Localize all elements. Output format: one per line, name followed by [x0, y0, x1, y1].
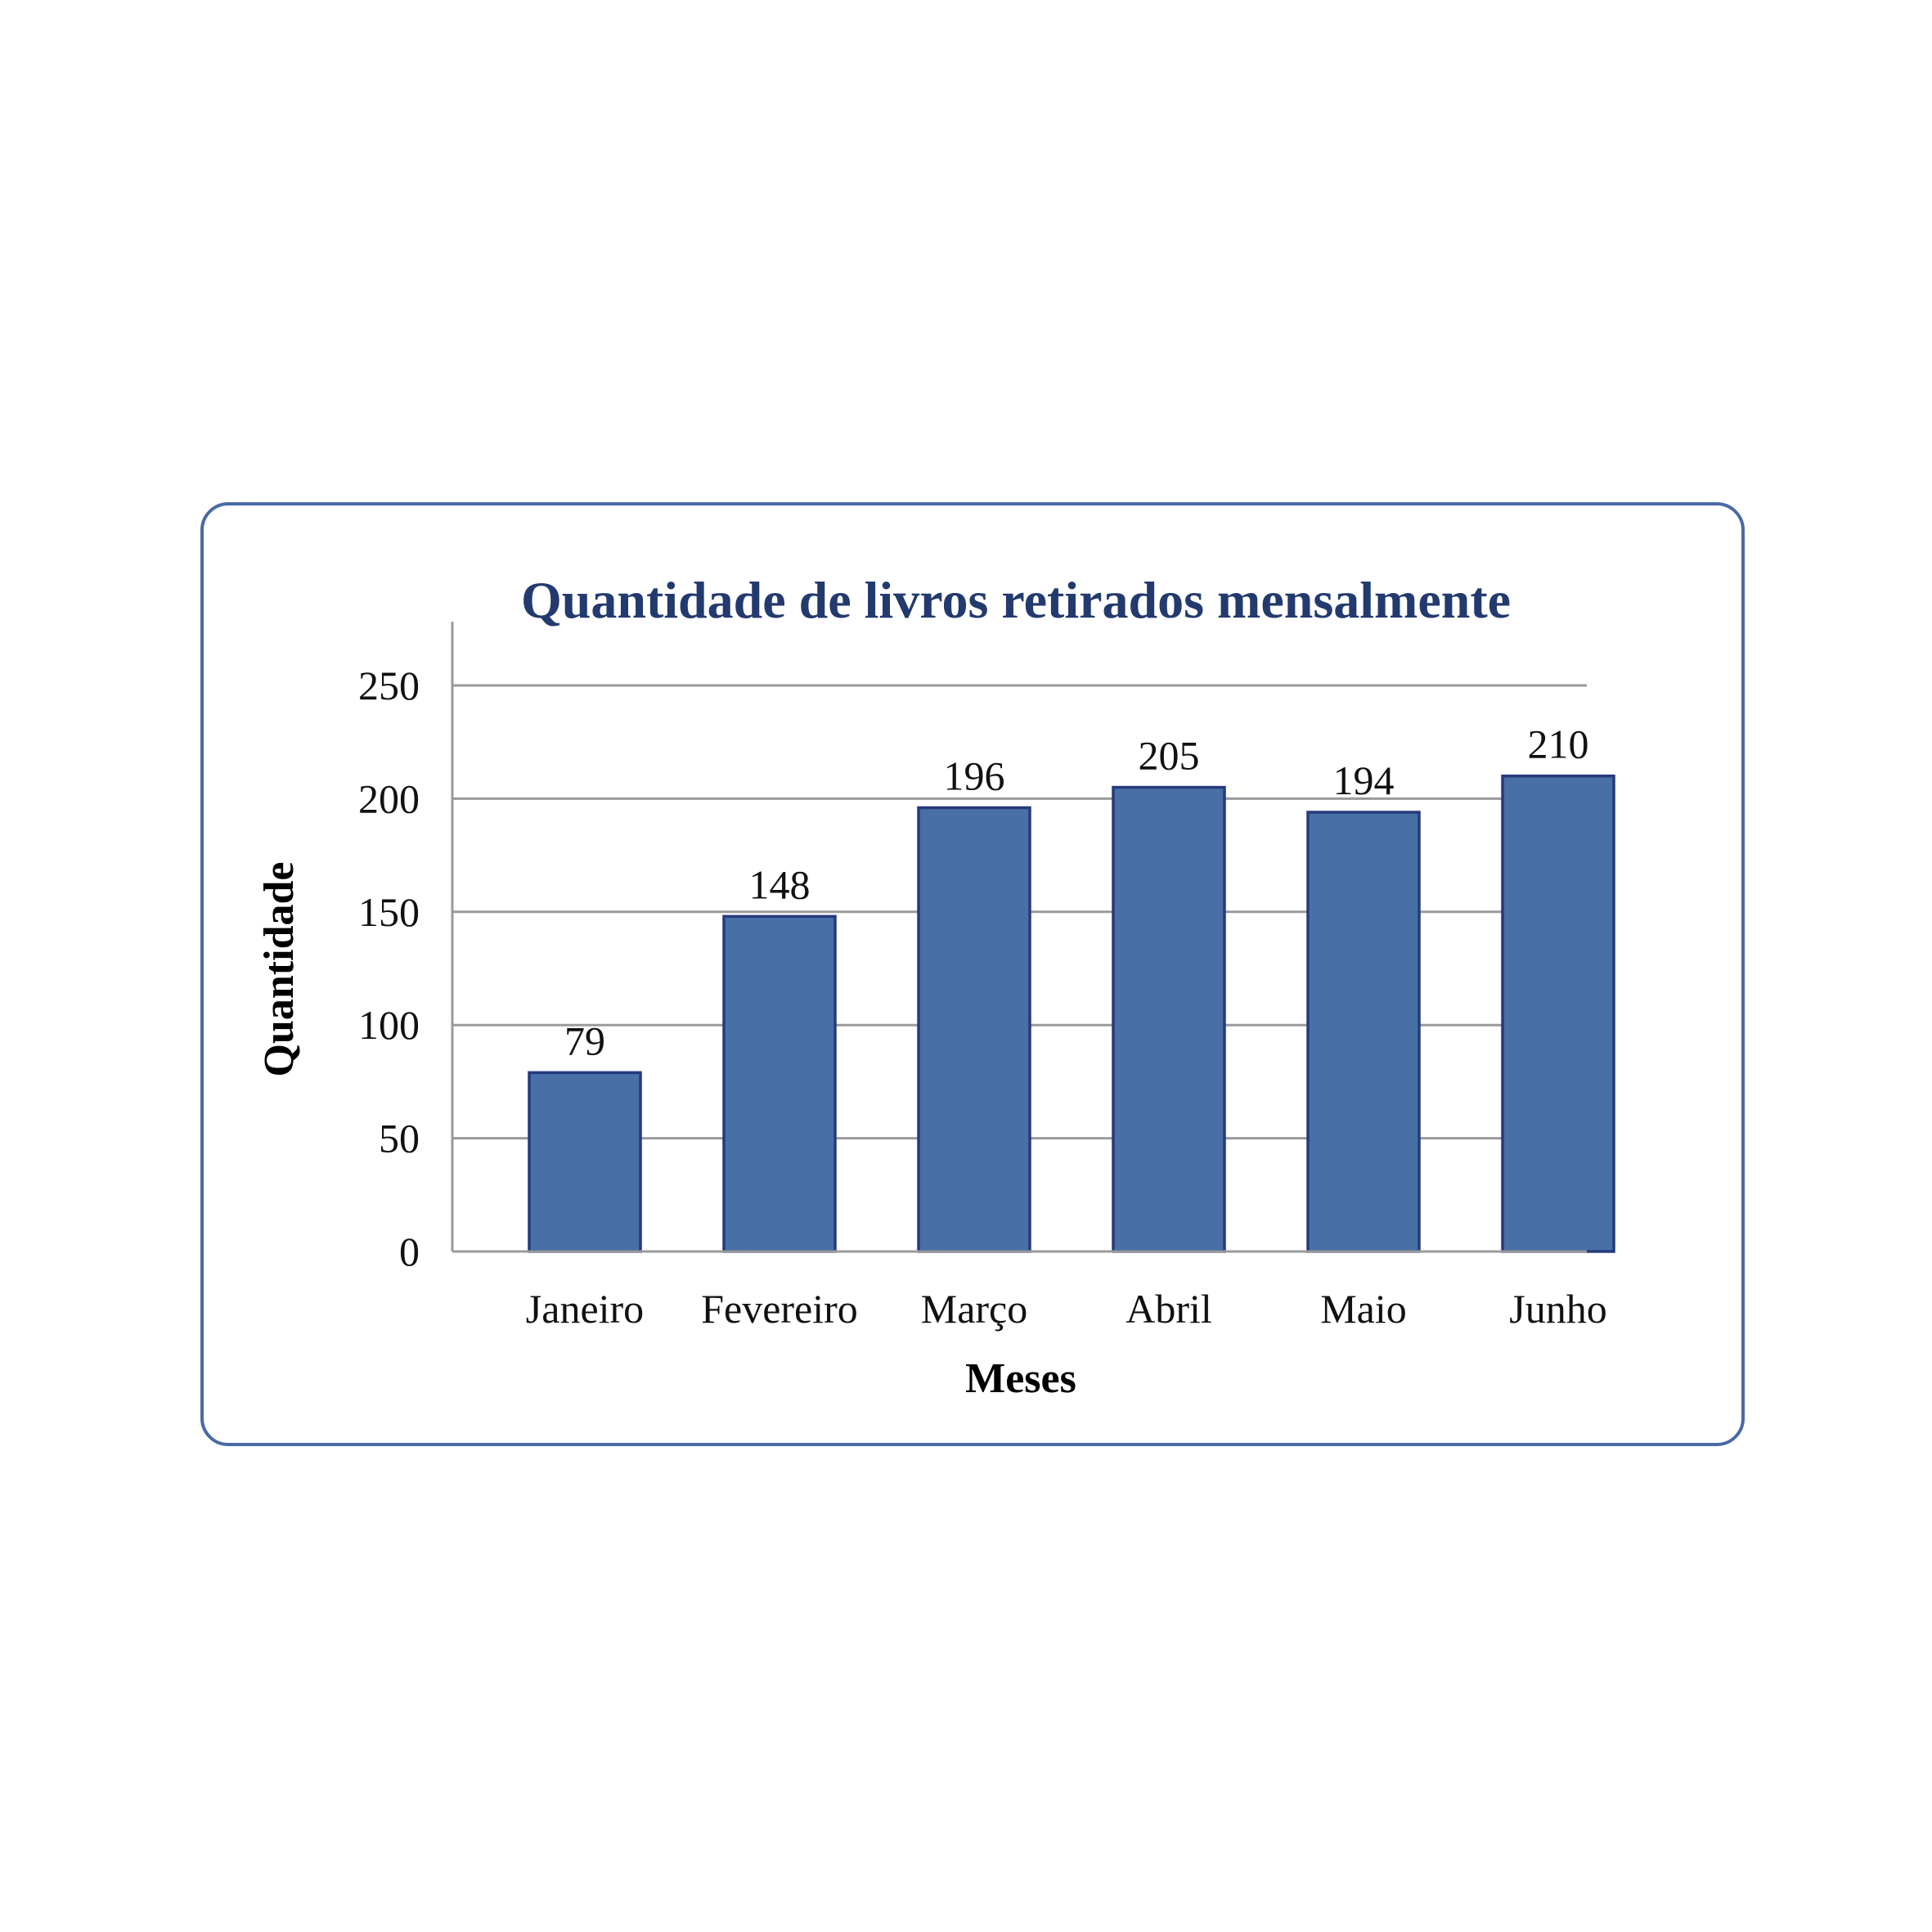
y-tick-label: 250	[358, 663, 420, 708]
y-axis-title: Quantidade	[256, 862, 303, 1077]
x-tick-label: Fevereiro	[701, 1286, 858, 1332]
bars	[528, 774, 1615, 1253]
x-axis-title: Meses	[965, 1355, 1076, 1402]
chart-title: Quantidade de livros retirados mensalmen…	[521, 571, 1511, 629]
x-tick-label: Janeiro	[526, 1286, 644, 1332]
bar	[1112, 785, 1226, 1253]
y-tick-label: 200	[358, 775, 420, 821]
data-label: 79	[564, 1018, 605, 1063]
data-label: 196	[944, 753, 1005, 798]
data-label: 194	[1333, 757, 1395, 803]
bar	[917, 806, 1031, 1253]
x-tick-label: Maio	[1320, 1286, 1407, 1332]
x-tick-label: Abril	[1126, 1286, 1212, 1332]
y-tick-labels: 0 50 100 150 200 250	[358, 663, 420, 1274]
x-tick-labels: Janeiro Fevereiro Março Abril Maio Junho	[526, 1286, 1607, 1332]
y-tick-label: 50	[379, 1116, 420, 1161]
data-label: 148	[749, 861, 811, 907]
bar	[722, 914, 837, 1253]
data-labels: 79 148 196 205 194 210	[564, 721, 1589, 1064]
y-tick-label: 0	[399, 1229, 420, 1274]
bar	[1501, 774, 1615, 1253]
y-tick-label: 100	[358, 1002, 420, 1048]
x-tick-label: Junho	[1509, 1286, 1606, 1332]
bar	[1306, 811, 1421, 1253]
data-label: 205	[1139, 733, 1200, 779]
bar	[528, 1071, 642, 1253]
y-tick-label: 150	[358, 889, 420, 935]
data-label: 210	[1528, 721, 1589, 767]
x-tick-label: Março	[921, 1286, 1028, 1332]
